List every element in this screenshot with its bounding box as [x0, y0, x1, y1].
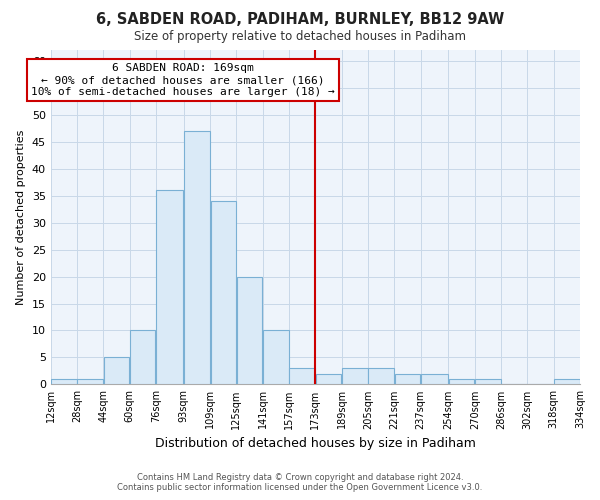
- X-axis label: Distribution of detached houses by size in Padiham: Distribution of detached houses by size …: [155, 437, 476, 450]
- Bar: [130, 330, 155, 384]
- Bar: [211, 201, 236, 384]
- Bar: [449, 379, 475, 384]
- Bar: [51, 379, 77, 384]
- Bar: [237, 276, 262, 384]
- Text: Contains HM Land Registry data © Crown copyright and database right 2024.
Contai: Contains HM Land Registry data © Crown c…: [118, 473, 482, 492]
- Bar: [554, 379, 580, 384]
- Bar: [104, 358, 129, 384]
- Text: Size of property relative to detached houses in Padiham: Size of property relative to detached ho…: [134, 30, 466, 43]
- Bar: [421, 374, 448, 384]
- Y-axis label: Number of detached properties: Number of detached properties: [16, 130, 26, 305]
- Bar: [316, 374, 341, 384]
- Bar: [368, 368, 394, 384]
- Bar: [395, 374, 420, 384]
- Bar: [156, 190, 184, 384]
- Bar: [263, 330, 289, 384]
- Text: 6 SABDEN ROAD: 169sqm
← 90% of detached houses are smaller (166)
10% of semi-det: 6 SABDEN ROAD: 169sqm ← 90% of detached …: [31, 64, 335, 96]
- Text: 6, SABDEN ROAD, PADIHAM, BURNLEY, BB12 9AW: 6, SABDEN ROAD, PADIHAM, BURNLEY, BB12 9…: [96, 12, 504, 28]
- Bar: [289, 368, 315, 384]
- Bar: [475, 379, 500, 384]
- Bar: [184, 131, 209, 384]
- Bar: [342, 368, 368, 384]
- Bar: [77, 379, 103, 384]
